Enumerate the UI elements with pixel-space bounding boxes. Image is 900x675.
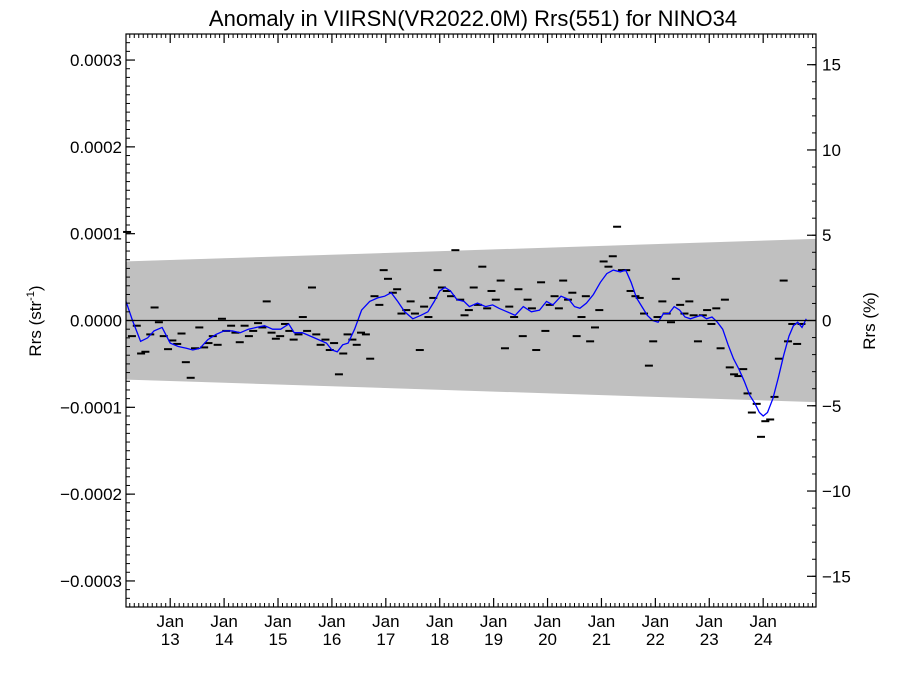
x-tick-label-year: 14 — [215, 630, 234, 649]
x-tick-label-month: Jan — [426, 612, 453, 631]
x-tick-label-month: Jan — [642, 612, 669, 631]
x-tick-label-month: Jan — [264, 612, 291, 631]
y2-tick-label: 5 — [822, 226, 831, 245]
x-tick-label-year: 22 — [646, 630, 665, 649]
x-tick-label-year: 16 — [322, 630, 341, 649]
x-tick-label-year: 23 — [700, 630, 719, 649]
y-tick-label: −0.0002 — [60, 485, 122, 504]
x-tick-label-year: 13 — [161, 630, 180, 649]
y-axis-right-label: Rrs (%) — [860, 292, 879, 350]
x-tick-label-month: Jan — [480, 612, 507, 631]
y-tick-label: 0.0003 — [70, 51, 122, 70]
y2-tick-label: 10 — [822, 141, 841, 160]
y2-tick-label: −5 — [822, 397, 841, 416]
x-tick-label-year: 19 — [484, 630, 503, 649]
x-tick-label-month: Jan — [749, 612, 776, 631]
x-tick-label-month: Jan — [318, 612, 345, 631]
y-axis-left-label-tail: ) — [26, 285, 45, 291]
y2-tick-label: 15 — [822, 56, 841, 75]
smoothed-series — [125, 269, 807, 417]
x-tick-label-month: Jan — [372, 612, 399, 631]
x-tick-label-year: 17 — [376, 630, 395, 649]
y-tick-label: −0.0001 — [60, 398, 122, 417]
x-tick-label-year: 24 — [754, 630, 773, 649]
x-tick-label-year: 18 — [430, 630, 449, 649]
y-axis-left: 0.0003 0.0002 0.0001 0.0000 −0.0001 −0.0002 −0… — [60, 42, 135, 599]
y-axis-right: 15 10 5 0 −5 −10 −15 — [807, 47, 851, 594]
x-tick-label-month: Jan — [534, 612, 561, 631]
chart-title: Anomaly in VIIRSN(VR2022.0M) Rrs(551) fo… — [209, 6, 737, 31]
x-tick-label-year: 20 — [538, 630, 557, 649]
y-tick-label: 0.0000 — [70, 312, 122, 331]
plot-area — [123, 225, 816, 438]
y2-tick-label: −15 — [822, 567, 851, 586]
y2-tick-label: −10 — [822, 482, 851, 501]
x-tick-label-year: 21 — [592, 630, 611, 649]
x-tick-label-month: Jan — [696, 612, 723, 631]
x-tick-label-month: Jan — [588, 612, 615, 631]
x-tick-label-month: Jan — [156, 612, 183, 631]
y-tick-label: −0.0003 — [60, 572, 122, 591]
smoothed-line — [125, 269, 807, 417]
y-axis-left-label: Rrs (str-1) — [25, 285, 45, 356]
y-axis-left-label-sup: -1 — [25, 291, 37, 301]
x-tick-label-month: Jan — [210, 612, 237, 631]
y-tick-label: 0.0001 — [70, 225, 122, 244]
y-tick-label: 0.0002 — [70, 138, 122, 157]
y-axis-left-label-main: Rrs (str — [26, 301, 45, 357]
x-axis: Jan13Jan14Jan15Jan16Jan17Jan18Jan19Jan20… — [129, 34, 814, 649]
y2-tick-label: 0 — [822, 312, 831, 331]
x-tick-label-year: 15 — [269, 630, 288, 649]
